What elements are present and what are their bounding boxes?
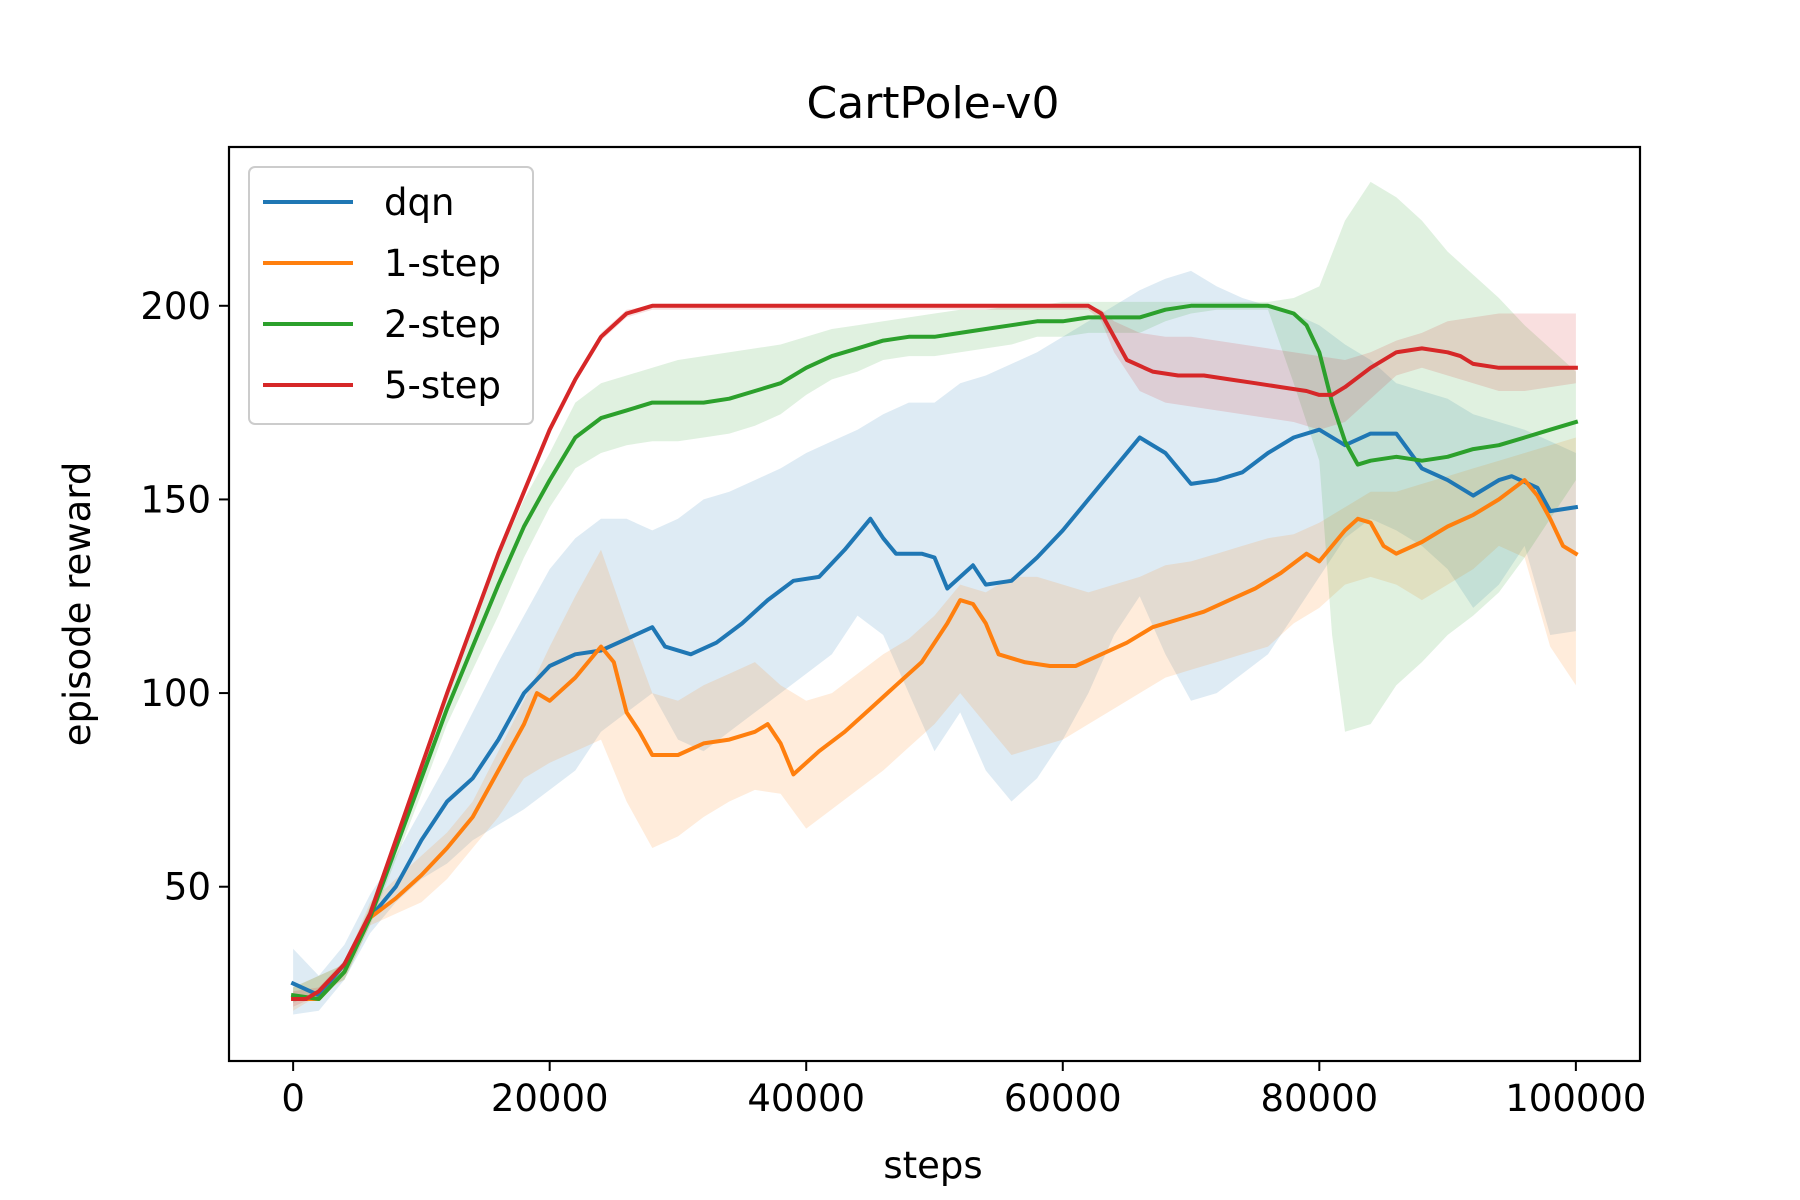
- legend-frame: [248, 166, 534, 425]
- series-line-2-step: [290, 303, 1579, 1001]
- x-tick-label: 0: [281, 1077, 305, 1120]
- legend: dqn 1-step 2-step 5-step: [248, 166, 534, 425]
- y-axis-label: episode reward: [56, 462, 99, 747]
- y-tick-label: 50: [164, 866, 211, 909]
- y-tick-label: 200: [140, 285, 211, 328]
- legend-label-5-step: 5-step: [384, 364, 501, 407]
- x-tick-label: 100000: [1505, 1077, 1646, 1120]
- y-tick-label: 100: [140, 672, 211, 715]
- series-line-5-step: [291, 303, 1578, 1001]
- series-line-dqn: [290, 427, 1579, 998]
- legend-label-2-step: 2-step: [384, 303, 501, 346]
- series-line-1-step: [291, 478, 1579, 1001]
- x-axis-ticks: 0 20000 40000 60000 80000 100000: [281, 1061, 1646, 1120]
- x-tick-label: 20000: [491, 1077, 609, 1120]
- y-axis-ticks: 50 100 150 200: [140, 285, 229, 909]
- x-tick-label: 80000: [1260, 1077, 1378, 1120]
- x-tick-label: 40000: [747, 1077, 865, 1120]
- series-lines: [290, 303, 1579, 1001]
- x-axis-label: steps: [883, 1144, 982, 1187]
- chart-title: CartPole-v0: [807, 78, 1060, 129]
- y-tick-label: 150: [140, 478, 211, 521]
- legend-label-dqn: dqn: [384, 181, 454, 224]
- legend-label-1-step: 1-step: [384, 242, 501, 285]
- plot-frame: [227, 145, 1642, 1063]
- x-tick-label: 60000: [1004, 1077, 1122, 1120]
- band-2-step: [293, 181, 1576, 1003]
- band-1-step: [293, 437, 1576, 1011]
